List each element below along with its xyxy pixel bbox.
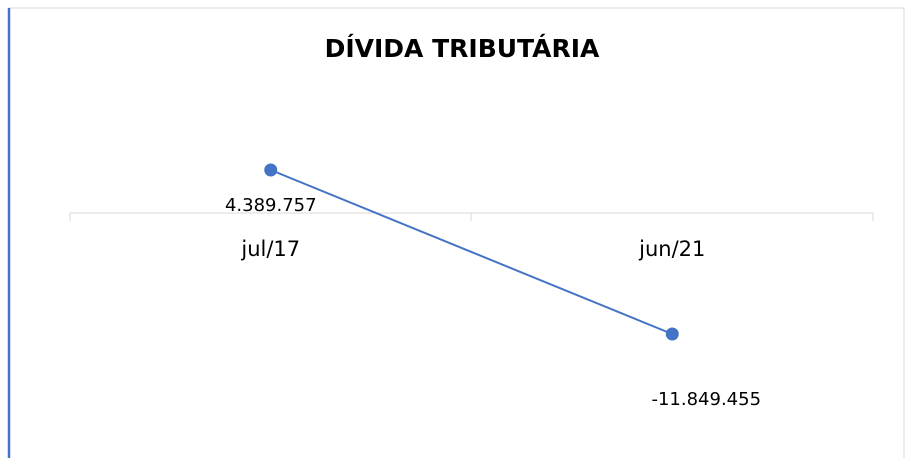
data-point [264, 163, 278, 177]
x-tick-label: jun/21 [638, 237, 705, 261]
line [270, 169, 673, 335]
chart-frame [8, 7, 905, 458]
data-label: -11.849.455 [651, 389, 761, 410]
data-point [665, 327, 679, 341]
chart-title: DÍVIDA TRIBUTÁRIA [325, 34, 600, 63]
data-label: 4.389.757 [225, 195, 317, 216]
x-tick-label: jul/17 [240, 237, 300, 261]
